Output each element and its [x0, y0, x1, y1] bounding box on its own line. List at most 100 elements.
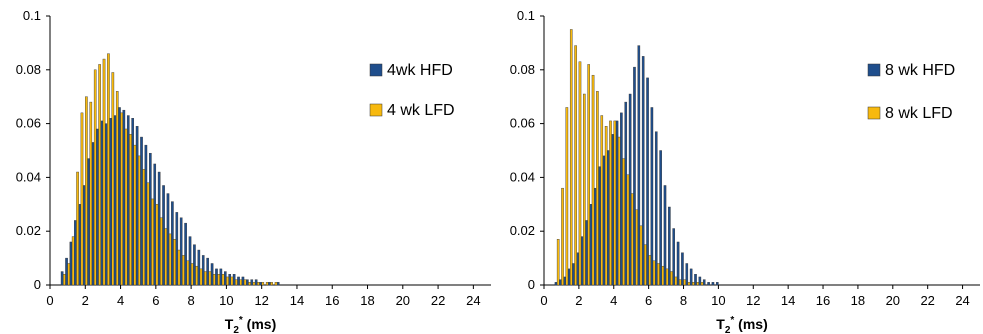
x-tick-label: 8 — [680, 293, 687, 308]
bar-lfd — [243, 279, 247, 286]
x-tick-label: 0 — [46, 293, 53, 308]
bar-lfd — [583, 93, 586, 286]
bar-hfd — [175, 212, 179, 286]
y-tick-label: 0.08 — [16, 62, 41, 77]
bar-lfd — [107, 53, 110, 286]
bar-lfd — [587, 64, 590, 286]
y-tick-label: 0.06 — [16, 116, 41, 131]
bar-lfd — [626, 174, 630, 286]
x-axis-title-unit: (ms) — [734, 316, 767, 332]
bar-lfd — [604, 126, 608, 286]
bar-hfd — [109, 118, 112, 286]
bar-hfd — [276, 282, 280, 286]
bar-lfd — [89, 101, 93, 286]
bar-lfd — [85, 96, 88, 286]
bar-hfd — [633, 66, 636, 286]
bar-hfd — [707, 282, 710, 286]
x-tick-label: 24 — [955, 293, 969, 308]
bar-lfd — [190, 263, 194, 286]
bar-lfd — [613, 120, 617, 286]
bar-lfd — [678, 279, 682, 286]
bar-hfd — [60, 271, 64, 286]
bar-hfd — [193, 244, 196, 286]
bar-hfd — [702, 279, 706, 286]
bar-lfd — [696, 282, 699, 286]
bar-lfd — [700, 282, 704, 286]
chart-panel-2: 00.020.040.060.080.10 2 4 6 8 10 12 14 16 18 20 22 2… — [510, 8, 980, 334]
bar-lfd — [596, 91, 599, 286]
bar-lfd — [235, 279, 238, 286]
bar-hfd — [615, 120, 619, 286]
bar-hfd — [589, 204, 593, 286]
bar-hfd — [628, 93, 632, 286]
bar-hfd — [554, 282, 558, 286]
bar-lfd — [565, 107, 569, 286]
bar-hfd — [694, 274, 697, 286]
bar-hfd — [563, 276, 566, 286]
bar-hfd — [219, 268, 223, 286]
x-tick-label: 14 — [781, 293, 795, 308]
bar-hfd — [654, 131, 658, 286]
x-tick-label: 14 — [290, 293, 304, 308]
bar-hfd — [689, 268, 693, 286]
x-tick-label: 20 — [396, 293, 410, 308]
x-axis-title-unit: (ms) — [243, 316, 276, 332]
bar-lfd — [155, 204, 159, 286]
bar-hfd — [78, 204, 82, 286]
x-tick-label: 8 — [188, 293, 195, 308]
x-tick-label: 10 — [711, 293, 725, 308]
bar-lfd — [639, 225, 643, 286]
x-tick-label: 4 — [610, 293, 617, 308]
bar-hfd — [672, 228, 675, 286]
bar-hfd — [593, 187, 597, 286]
bar-lfd — [648, 255, 652, 286]
bar-hfd — [607, 150, 610, 286]
bar-lfd — [124, 128, 128, 286]
bar-lfd — [133, 144, 137, 286]
bar-hfd — [237, 276, 240, 286]
bar-lfd — [111, 72, 115, 286]
bar-hfd — [210, 263, 214, 286]
x-tick-label: 12 — [254, 293, 268, 308]
y-tick-label: 0 — [34, 277, 41, 292]
bar-hfd — [659, 150, 662, 286]
bar-hfd — [254, 279, 258, 286]
x-tick-label: 22 — [920, 293, 934, 308]
bar-hfd — [104, 123, 108, 286]
bar-hfd — [162, 185, 165, 286]
bar-hfd — [87, 158, 90, 286]
bar-lfd — [226, 276, 229, 286]
legend-label-hfd: 8 wk HFD — [885, 62, 955, 79]
x-tick-label: 0 — [540, 293, 547, 308]
bar-hfd — [144, 144, 148, 286]
legend-label-lfd: 4 wk LFD — [387, 102, 455, 119]
chart-panel-1: 00.020.040.060.080.10 2 4 6 8 10 12 14 16 18 20 22 2… — [16, 8, 491, 334]
x-tick-label: 6 — [645, 293, 652, 308]
bar-lfd — [182, 255, 185, 286]
bar-hfd — [676, 241, 680, 286]
bar-lfd — [661, 265, 665, 286]
bar-hfd — [572, 263, 575, 286]
bar-hfd — [179, 217, 183, 286]
bar-lfd — [561, 187, 564, 286]
bar-lfd — [652, 260, 656, 286]
x-tick-label: 22 — [431, 293, 445, 308]
x-tick-label: 18 — [360, 293, 374, 308]
bar-hfd — [567, 268, 571, 286]
bar-lfd — [76, 171, 79, 286]
bar-hfd — [135, 126, 139, 286]
bar-hfd — [241, 276, 245, 286]
bar-hfd — [131, 118, 134, 286]
bar-lfd — [80, 112, 84, 286]
legend-label-lfd: 8 wk LFD — [885, 105, 953, 122]
bar-hfd — [91, 142, 95, 286]
bar-lfd — [160, 217, 163, 286]
x-tick-label: 20 — [886, 293, 900, 308]
bar-lfd — [93, 69, 97, 286]
x-tick-label: 2 — [82, 293, 89, 308]
bar-hfd — [624, 101, 628, 286]
x-tick-label: 6 — [152, 293, 159, 308]
bar-hfd — [215, 268, 218, 286]
bar-lfd — [129, 134, 132, 286]
